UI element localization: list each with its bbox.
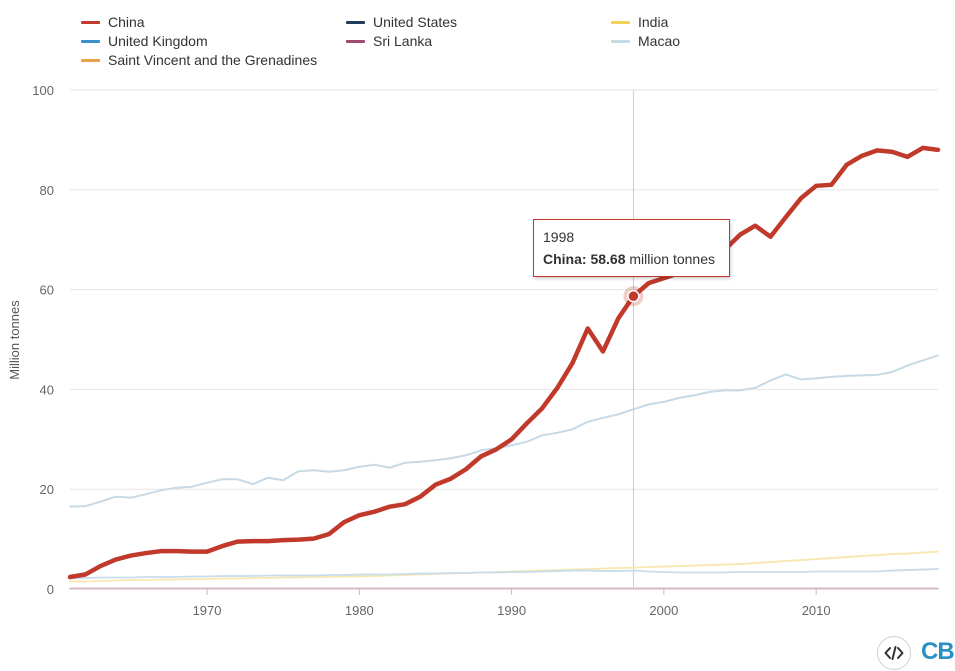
code-embed-icon bbox=[884, 646, 904, 660]
legend-label: China bbox=[108, 14, 145, 30]
x-tick-label: 2010 bbox=[802, 603, 831, 618]
y-tick-label: 20 bbox=[40, 482, 54, 497]
gridlines bbox=[70, 89, 938, 590]
y-tick-label: 40 bbox=[40, 382, 54, 397]
legend-swatch bbox=[611, 20, 630, 24]
series-line-macao bbox=[69, 354, 939, 508]
tooltip-label: China: 58.68 bbox=[543, 251, 626, 267]
legend-item-saint-vincent[interactable]: Saint Vincent and the Grenadines bbox=[81, 51, 317, 69]
legend-label: Macao bbox=[638, 33, 681, 49]
legend-label: Sri Lanka bbox=[373, 33, 433, 49]
y-tick-label: 0 bbox=[47, 582, 54, 597]
series-lines bbox=[67, 145, 941, 590]
x-tick-label: 1990 bbox=[497, 603, 526, 618]
legend-label: India bbox=[638, 14, 669, 30]
legend-item-india[interactable]: India bbox=[611, 13, 668, 31]
tooltip-year: 1998 bbox=[543, 229, 575, 245]
y-tick-label: 80 bbox=[40, 183, 54, 198]
legend-item-macao[interactable]: Macao bbox=[611, 32, 680, 50]
legend-item-sri-lanka[interactable]: Sri Lanka bbox=[346, 32, 432, 50]
x-tick-label: 1970 bbox=[193, 603, 222, 618]
tooltip: 1998 China: 58.68 million tonnes bbox=[533, 219, 730, 277]
legend-item-china[interactable]: China bbox=[81, 13, 145, 31]
tooltip-unit: million tonnes bbox=[625, 251, 715, 267]
carbon-brief-logo[interactable]: CB bbox=[921, 638, 955, 665]
legend-item-united-states[interactable]: United States bbox=[346, 13, 457, 31]
legend-label: Saint Vincent and the Grenadines bbox=[108, 52, 318, 68]
legend-label: United Kingdom bbox=[108, 33, 208, 49]
legend-swatch bbox=[346, 39, 365, 43]
series-line-china bbox=[67, 145, 941, 580]
embed-code-button[interactable] bbox=[877, 636, 911, 670]
x-tick-label: 1980 bbox=[345, 603, 374, 618]
legend: China United States India United Kingdom… bbox=[0, 0, 955, 80]
legend-swatch bbox=[611, 39, 630, 43]
marker-point bbox=[627, 289, 640, 303]
x-tick-label: 2000 bbox=[649, 603, 678, 618]
y-axis-label: Million tonnes bbox=[7, 300, 22, 380]
legend-swatch bbox=[81, 58, 100, 62]
x-axis-ticks: 1970 1980 1990 2000 2010 bbox=[193, 589, 831, 618]
legend-label: United States bbox=[373, 14, 458, 30]
y-axis-ticks: 0 20 40 60 80 100 bbox=[32, 83, 54, 597]
series-line-united-kingdom bbox=[69, 568, 939, 579]
highlight-marker[interactable] bbox=[623, 286, 644, 307]
legend-swatch bbox=[81, 20, 100, 24]
legend-swatch bbox=[346, 20, 365, 24]
legend-swatch bbox=[81, 39, 100, 43]
legend-item-united-kingdom[interactable]: United Kingdom bbox=[81, 32, 208, 50]
y-tick-label: 60 bbox=[40, 283, 54, 298]
y-tick-label: 100 bbox=[32, 83, 54, 98]
